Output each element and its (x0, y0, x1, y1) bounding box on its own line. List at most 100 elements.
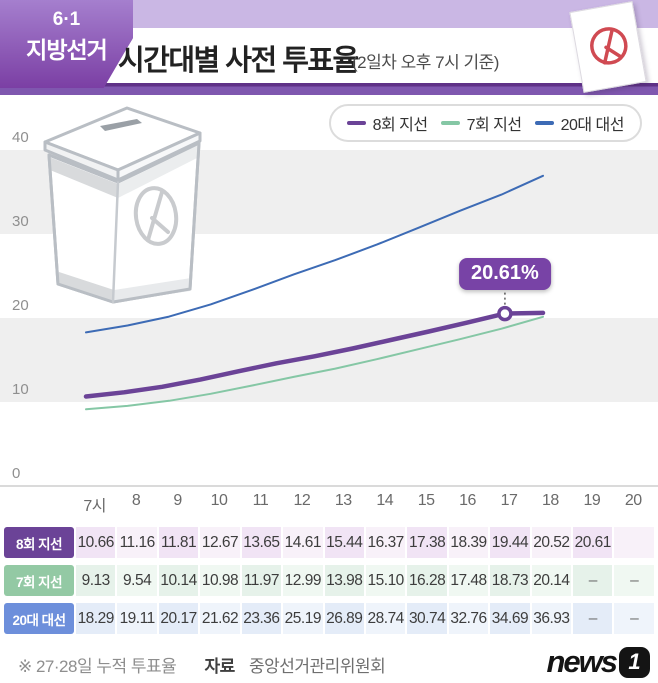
grid-band-10-20 (0, 318, 658, 402)
y-tick-label: 10 (12, 381, 29, 398)
x-tick-label: 9 (173, 492, 182, 509)
election-badge: 6·1 지방선거 (0, 0, 133, 88)
table-cell: 25.19 (283, 603, 323, 634)
news1-logo: news 1 (546, 644, 650, 680)
footnote-text: ※ 27·28일 누적 투표율 (18, 657, 177, 676)
vote-stamp-icon (590, 27, 628, 65)
x-tick-label: 17 (500, 492, 518, 509)
table-cell: 9.54 (117, 565, 157, 596)
table-cell: 15.10 (365, 565, 406, 596)
series-line-8회 지선 (83, 310, 546, 399)
ballot-paper-icon (569, 1, 647, 93)
logo-text: news (546, 644, 618, 679)
table-cell: 18.29 (76, 603, 116, 634)
table-row-label: 20대 대선 (4, 603, 74, 634)
x-tick-label: 19 (583, 492, 601, 509)
table-cell: 26.89 (324, 603, 364, 634)
logo-digit: 1 (628, 649, 641, 674)
table-cell: 17.48 (448, 565, 489, 596)
legend-item-label: 7회 지선 (466, 117, 523, 134)
x-tick-label: 7시 (83, 498, 107, 515)
x-tick-label: 8 (131, 492, 141, 509)
table-cell: 14.61 (283, 527, 323, 558)
table-cell: 19.11 (117, 603, 157, 634)
title-banner (104, 28, 658, 83)
table-cell: 18.73 (490, 565, 530, 596)
table-cell: 16.37 (365, 527, 406, 558)
table-cell: 20.61 (573, 527, 613, 558)
table-row-label: 8회 지선 (4, 527, 74, 558)
x-tick-label: 16 (459, 492, 476, 509)
x-tick-label: 13 (334, 492, 352, 509)
table-cell: 17.38 (407, 527, 447, 558)
table-cell: 23.36 (241, 603, 282, 634)
table-cell: 32.76 (448, 603, 489, 634)
latest-point-marker (497, 305, 513, 322)
header-purple-bar (0, 83, 658, 95)
table-cell: 16.28 (407, 565, 447, 596)
table-cell: – (573, 565, 613, 596)
page-subtitle: (2일차 오후 7시 기준) (352, 53, 499, 72)
x-tick-label: 14 (376, 492, 394, 509)
series-line-20대 대선 (85, 174, 544, 334)
x-tick-label: 18 (542, 492, 559, 509)
table-cell: 11.97 (241, 565, 282, 596)
table-cell: 10.98 (200, 565, 240, 596)
y-tick-label: 0 (12, 465, 21, 482)
footnote: ※ 27·28일 누적 투표율 자료 중앙선거관리위원회 (18, 652, 386, 677)
legend-item: 7회 지선 (440, 111, 523, 135)
table-cell: 28.74 (365, 603, 406, 634)
source-name: 중앙선거관리위원회 (248, 657, 386, 676)
source-label: 자료 (204, 657, 235, 676)
table-row: 8회 지선 10.66 11.16 11.81 12.67 13.65 14.61 15.44… (4, 527, 654, 558)
x-axis-baseline (0, 485, 658, 487)
table-cell: 36.93 (531, 603, 572, 634)
table-row: 20대 대선 18.29 19.11 20.17 21.62 23.36 25.19 26.8… (4, 603, 654, 634)
badge-line1: 6·1 (52, 9, 81, 30)
logo-digit-box: 1 (619, 646, 650, 678)
table-cell: 13.65 (241, 527, 282, 558)
table-cell: 10.66 (76, 527, 116, 558)
table-cell: 12.67 (200, 527, 240, 558)
data-table: 8회 지선 10.66 11.16 11.81 12.67 13.65 14.61 15.44… (4, 527, 654, 641)
table-cell: 9.13 (76, 565, 116, 596)
table-cell: 20.14 (531, 565, 572, 596)
table-cell: – (614, 565, 654, 596)
box-stamp-icon (133, 186, 179, 246)
y-tick-label: 40 (12, 129, 29, 146)
legend-item: 8회 지선 (346, 111, 429, 135)
table-cell: 18.39 (448, 527, 489, 558)
table-cell: 11.16 (117, 527, 157, 558)
table-cell: 11.81 (158, 527, 199, 558)
y-tick-label: 20 (12, 297, 29, 314)
legend-swatch (440, 121, 460, 125)
table-cell: 15.44 (324, 527, 364, 558)
y-tick-label: 30 (12, 213, 29, 230)
x-tick-label: 11 (252, 492, 269, 509)
series-line-7회 지선 (85, 315, 544, 411)
table-row-label: 7회 지선 (4, 565, 74, 596)
table-cell (614, 527, 654, 558)
x-tick-label: 20 (624, 492, 642, 509)
table-cell: 21.62 (200, 603, 240, 634)
page-title: 시간대별 사전 투표율 (118, 45, 359, 77)
table-cell: 20.52 (531, 527, 572, 558)
table-cell: 20.17 (158, 603, 199, 634)
x-tick-label: 10 (210, 492, 228, 509)
table-cell: 19.44 (490, 527, 530, 558)
ballot-box-illustration (43, 106, 202, 304)
table-cell: 13.98 (324, 565, 364, 596)
legend-item-label: 20대 대선 (560, 117, 625, 134)
legend-swatch (346, 121, 366, 125)
chart-legend: 8회 지선 7회 지선 20대 대선 (328, 104, 642, 142)
table-cell: 34.69 (490, 603, 530, 634)
legend-swatch (534, 121, 554, 125)
table-cell: 12.99 (283, 565, 323, 596)
legend-item-label: 8회 지선 (372, 117, 429, 134)
latest-value-callout: 20.61% (458, 257, 551, 290)
table-row: 7회 지선 9.13 9.54 10.14 10.98 11.97 12.99 13.98 15… (4, 565, 654, 596)
legend-item: 20대 대선 (534, 111, 625, 135)
table-cell: – (573, 603, 613, 634)
